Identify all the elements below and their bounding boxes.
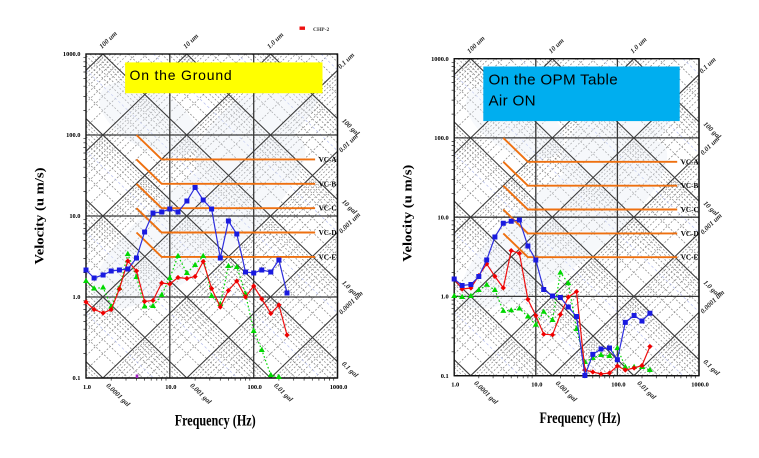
svg-text:VC-D: VC-D (319, 229, 337, 237)
svg-text:100.0: 100.0 (611, 382, 625, 389)
svg-text:0.1: 0.1 (73, 375, 81, 382)
svg-text:1.0: 1.0 (73, 294, 81, 301)
svg-text:Velocity (u m/s): Velocity (u m/s) (400, 165, 415, 262)
svg-text:100.0: 100.0 (434, 135, 448, 142)
svg-text:VC-A: VC-A (681, 158, 700, 166)
svg-text:10.0: 10.0 (165, 384, 176, 391)
svg-text:VC-C: VC-C (681, 206, 699, 214)
svg-text:Velocity (u m/s): Velocity (u m/s) (32, 168, 47, 265)
svg-text:1000.0: 1000.0 (330, 384, 348, 391)
svg-text:VC-E: VC-E (319, 253, 337, 261)
svg-text:10.0: 10.0 (438, 214, 449, 221)
svg-text:CHP-2: CHP-2 (313, 27, 329, 33)
svg-text:VC-E: VC-E (681, 254, 699, 262)
svg-text:VC-D: VC-D (681, 230, 699, 238)
svg-text:Air ON: Air ON (489, 93, 536, 110)
svg-text:On the Ground: On the Ground (130, 67, 233, 83)
svg-text:VC-B: VC-B (681, 182, 699, 190)
svg-text:On the OPM Table: On the OPM Table (489, 72, 618, 89)
svg-text:1.0: 1.0 (83, 384, 91, 391)
svg-text:1.0: 1.0 (441, 294, 449, 301)
svg-text:10.0: 10.0 (531, 382, 542, 389)
svg-text:Frequency (Hz): Frequency (Hz) (175, 413, 256, 430)
svg-text:VC-A: VC-A (319, 156, 338, 164)
svg-text:100.0: 100.0 (248, 384, 262, 391)
svg-text:VC-C: VC-C (319, 205, 337, 213)
svg-text:1000.0: 1000.0 (431, 56, 449, 63)
svg-text:100.0: 100.0 (66, 132, 80, 139)
svg-text:Frequency (Hz): Frequency (Hz) (540, 410, 621, 427)
svg-text:1000.0: 1000.0 (691, 382, 709, 389)
svg-text:1.0: 1.0 (451, 382, 459, 389)
svg-text:1000.0: 1000.0 (63, 51, 81, 58)
svg-text:0.1: 0.1 (441, 373, 449, 380)
svg-text:10.0: 10.0 (69, 213, 80, 220)
svg-text:VC-B: VC-B (319, 180, 337, 188)
